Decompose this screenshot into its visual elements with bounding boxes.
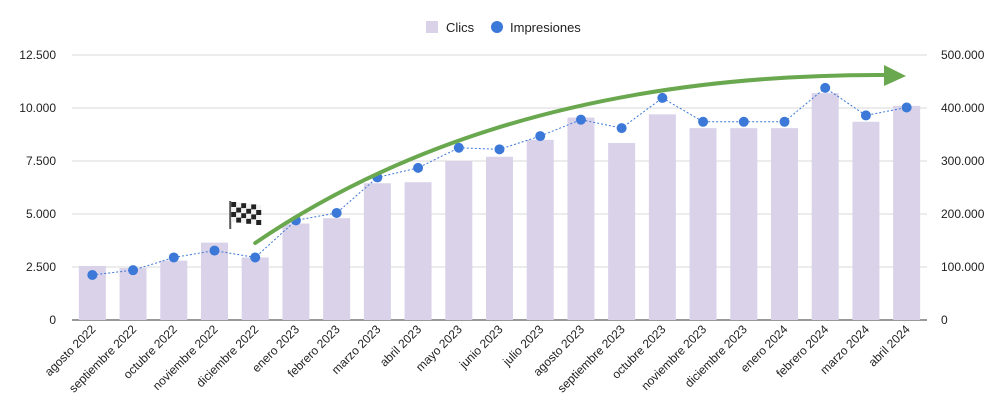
bar	[486, 156, 513, 320]
y-axis-left-ticks: 0 2.500 5.000 7.500 10.000 12.500	[19, 48, 56, 327]
y-left-tick-label: 12.500	[19, 48, 56, 62]
flag-cell	[246, 208, 252, 214]
bar	[689, 128, 717, 320]
flag-cell	[231, 212, 237, 217]
data-point	[128, 265, 139, 276]
data-point	[698, 116, 709, 127]
trend-arrow-head	[884, 65, 906, 86]
checkered-flag-icon	[229, 201, 262, 229]
bar	[323, 218, 351, 320]
data-point	[901, 102, 912, 113]
bar	[445, 161, 473, 320]
flag-cell	[251, 214, 257, 220]
flag-cell	[256, 210, 262, 215]
data-point	[168, 252, 179, 263]
y-right-tick-label: 0	[941, 313, 948, 327]
x-tick-label: abril 2024	[866, 322, 913, 369]
bar	[404, 182, 432, 320]
flag-cell	[231, 207, 237, 212]
data-point	[738, 116, 749, 127]
legend-swatch-clics	[426, 21, 438, 33]
flag-cell	[241, 213, 247, 219]
bar	[893, 105, 921, 320]
bar	[771, 128, 798, 320]
flag-cell	[231, 202, 237, 207]
y-right-tick-label: 500.000	[941, 48, 985, 62]
flag-cell	[241, 208, 247, 214]
y-right-tick-label: 100.000	[941, 260, 985, 274]
flag-cell	[241, 203, 247, 209]
data-point	[657, 92, 668, 103]
annotations	[229, 65, 906, 245]
data-point	[453, 142, 464, 153]
y-left-tick-label: 0	[49, 313, 56, 327]
x-tick-label: junio 2023	[456, 322, 506, 372]
bar	[608, 142, 636, 320]
data-point	[616, 123, 627, 134]
bar	[730, 128, 758, 320]
data-point	[575, 114, 586, 125]
flag-cell	[251, 204, 257, 210]
data-point	[331, 207, 342, 218]
legend-swatch-impresiones	[491, 21, 503, 33]
data-point	[860, 110, 871, 121]
y-right-tick-label: 200.000	[941, 207, 985, 221]
data-point	[779, 116, 790, 127]
bar	[811, 93, 839, 320]
bar	[363, 183, 391, 320]
flag-cell	[251, 219, 257, 225]
data-point	[820, 82, 831, 93]
bar	[119, 268, 147, 320]
data-point	[413, 162, 424, 173]
flag-cell	[256, 215, 262, 220]
bar	[852, 121, 880, 320]
bar	[567, 117, 595, 320]
y-left-tick-label: 5.000	[26, 207, 56, 221]
flag-cell	[236, 212, 242, 218]
y-left-tick-label: 7.500	[26, 154, 56, 168]
line-impresiones	[87, 82, 912, 280]
legend-label-clics: Clics	[446, 20, 475, 35]
y-left-tick-label: 10.000	[19, 101, 56, 115]
flag-cell	[256, 220, 262, 225]
trend-arrow-curve	[253, 72, 890, 245]
data-point	[250, 252, 261, 263]
flag-cell	[246, 218, 252, 224]
flag-cell	[236, 217, 242, 223]
flag-cell	[246, 213, 252, 219]
legend-label-impresiones: Impresiones	[510, 20, 581, 35]
flag-cell	[231, 217, 237, 222]
data-point	[494, 144, 505, 155]
data-point	[209, 245, 220, 256]
bar	[160, 260, 188, 320]
bar	[526, 139, 554, 320]
y-left-tick-label: 2.500	[26, 260, 56, 274]
bars-clics	[78, 93, 921, 320]
data-point	[87, 269, 98, 280]
y-axis-right-ticks: 0 100.000 200.000 300.000 400.000 500.000	[941, 48, 985, 327]
bar	[282, 223, 310, 320]
flag-cell	[251, 209, 257, 215]
y-right-tick-label: 400.000	[941, 101, 985, 115]
flag-cell	[236, 202, 242, 208]
flag-cell	[246, 203, 252, 209]
legend: Clics Impresiones	[426, 20, 581, 35]
flag-cell	[256, 205, 262, 210]
data-point	[535, 131, 546, 142]
flag-cell	[241, 218, 247, 224]
bar	[241, 257, 269, 320]
flag-cell	[236, 207, 242, 213]
y-right-tick-label: 300.000	[941, 154, 985, 168]
bar	[648, 114, 676, 320]
